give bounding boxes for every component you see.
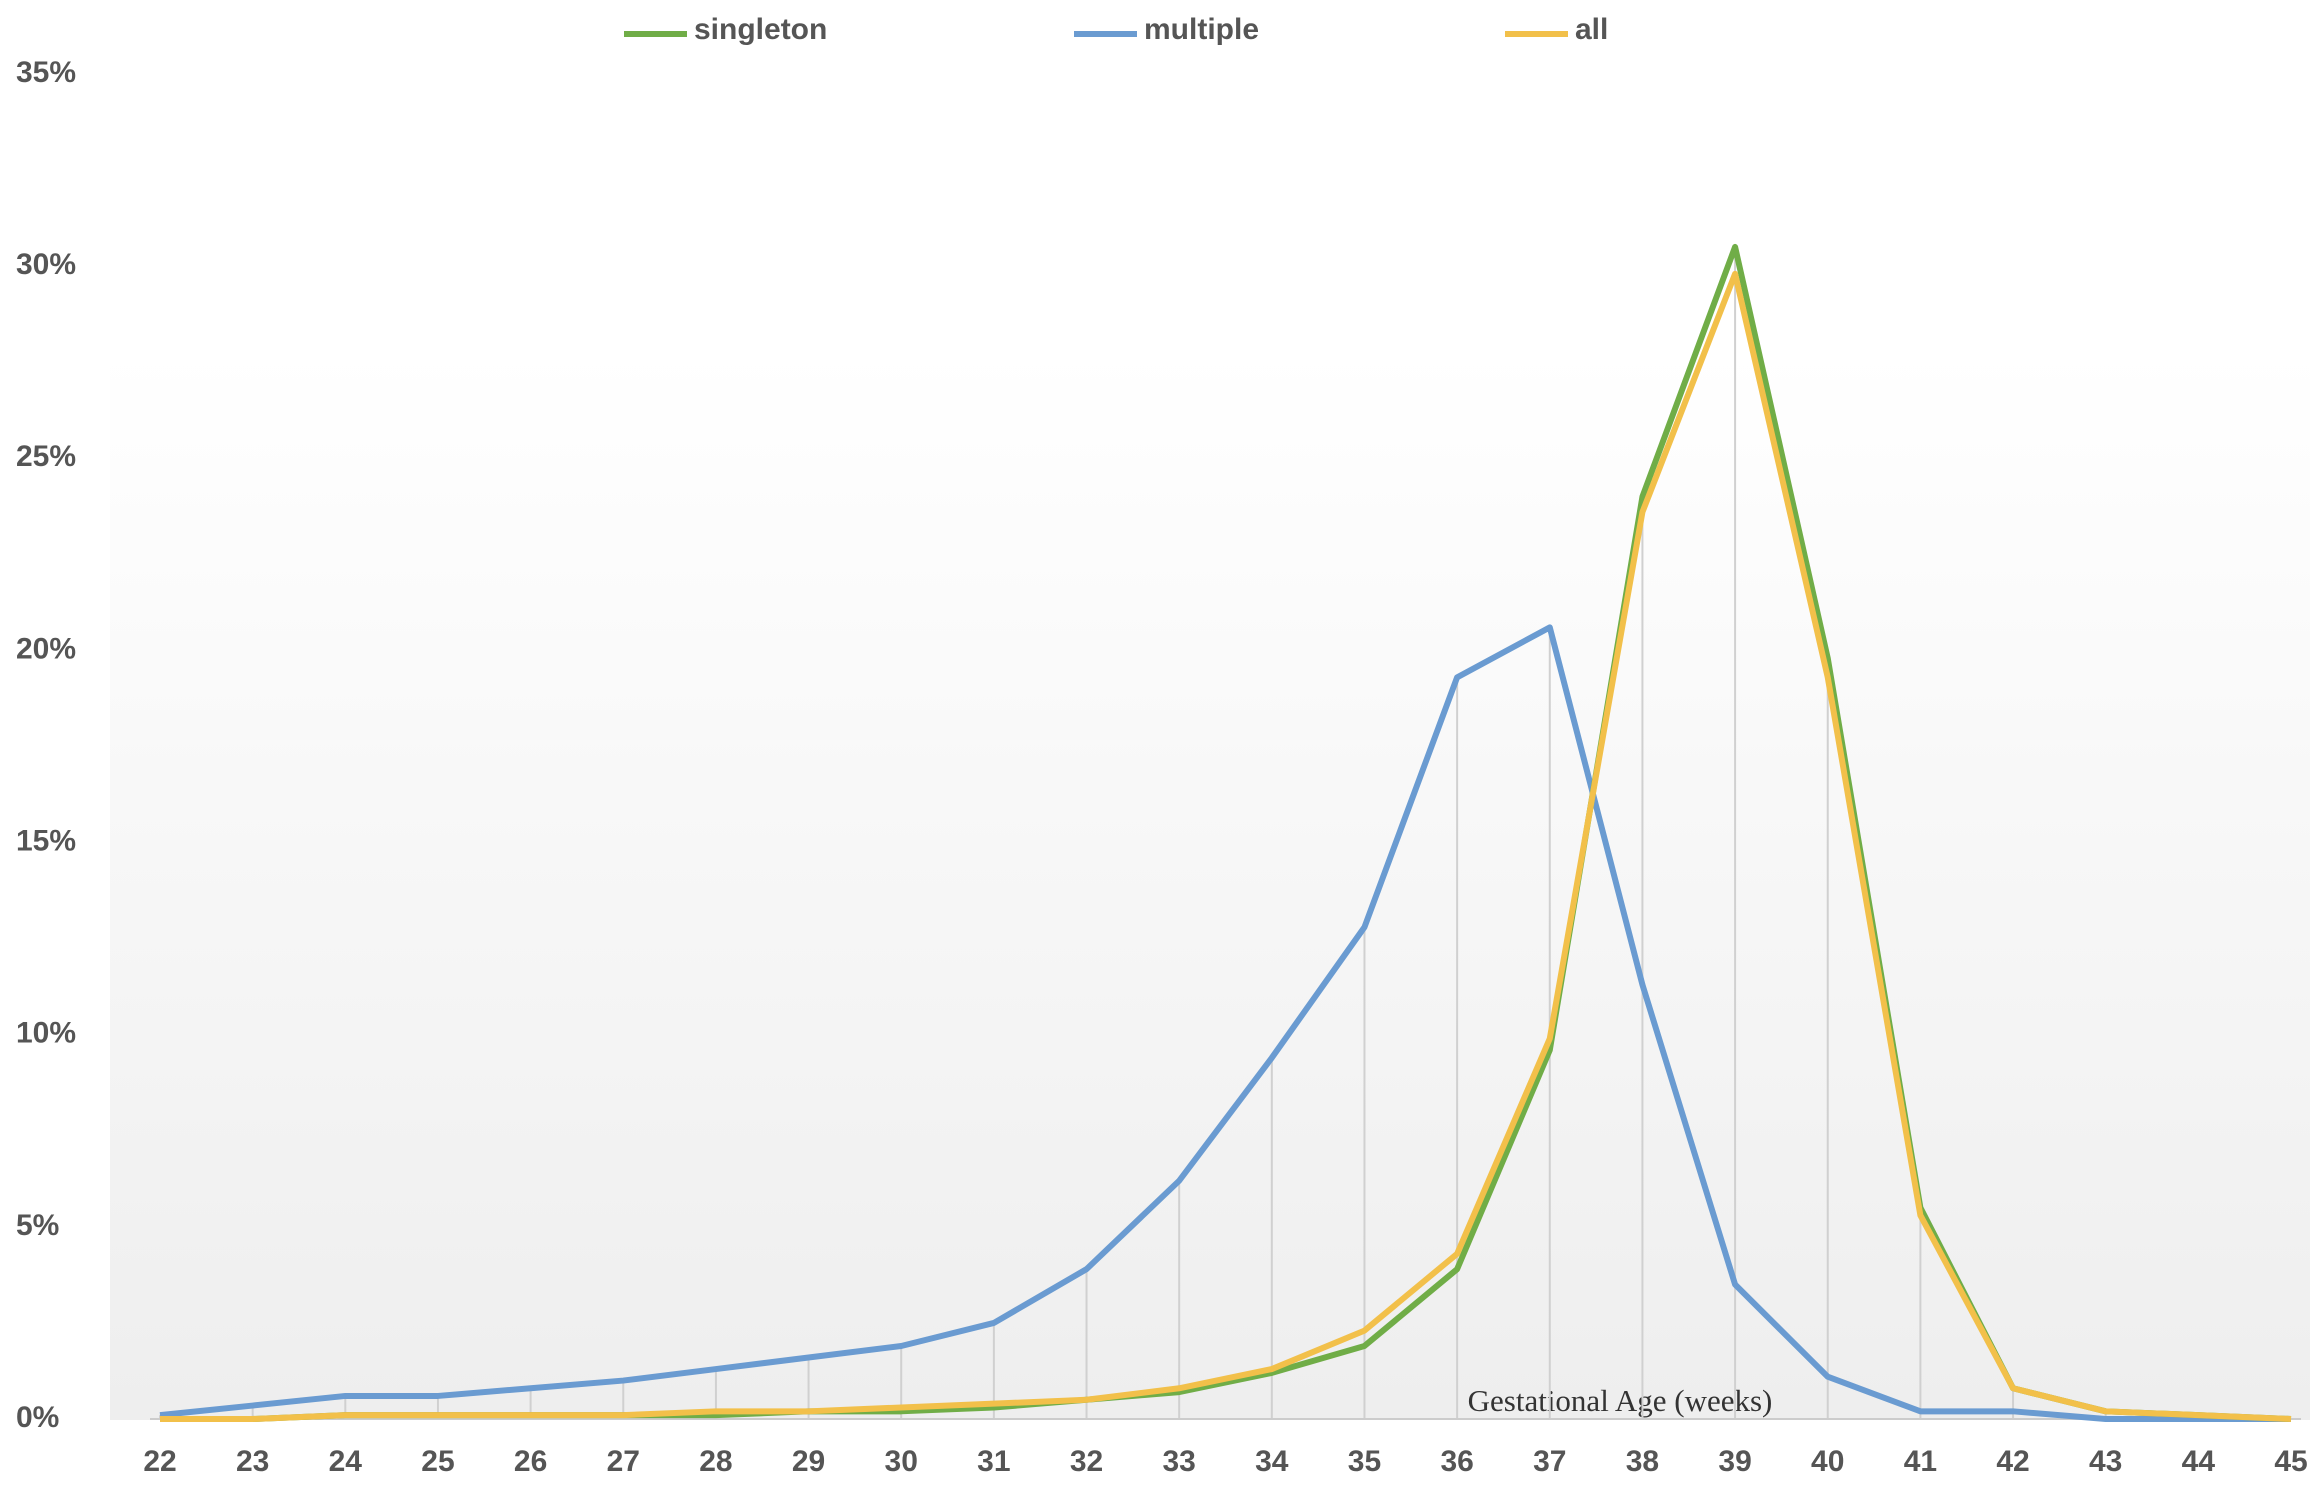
x-tick-label: 33 xyxy=(1162,1445,1195,1478)
x-tick-label: 29 xyxy=(792,1445,825,1478)
x-tick-label: 32 xyxy=(1070,1445,1103,1478)
x-tick-label: 25 xyxy=(421,1445,454,1478)
plot-background xyxy=(110,350,2310,1420)
x-tick-label: 41 xyxy=(1904,1445,1937,1478)
legend-label: all xyxy=(1575,13,1608,46)
series-line xyxy=(160,270,2292,1422)
x-tick-label: 22 xyxy=(143,1445,176,1478)
y-tick-label: 5% xyxy=(16,1209,59,1242)
x-tick-label: 44 xyxy=(2182,1445,2216,1478)
x-tick-label: 24 xyxy=(329,1445,363,1478)
x-tick-label: 39 xyxy=(1718,1445,1751,1478)
x-tick-label: 27 xyxy=(607,1445,640,1478)
legend-label: multiple xyxy=(1144,13,1259,46)
y-tick-label: 30% xyxy=(16,248,76,281)
x-tick-label: 28 xyxy=(699,1445,732,1478)
x-tick-label: 26 xyxy=(514,1445,547,1478)
series-line xyxy=(159,624,2291,1422)
axis-annotation: Gestational Age (weeks) xyxy=(1468,1383,1773,1418)
y-tick-label: 10% xyxy=(16,1017,76,1050)
x-tick-label: 37 xyxy=(1533,1445,1566,1478)
x-tick-label: 36 xyxy=(1440,1445,1473,1478)
y-tick-label: 15% xyxy=(16,824,76,857)
y-tick-label: 0% xyxy=(16,1401,59,1434)
y-tick-label: 20% xyxy=(16,632,76,665)
x-tick-label: 45 xyxy=(2274,1445,2307,1478)
x-tick-label: 42 xyxy=(1996,1445,2029,1478)
x-tick-label: 43 xyxy=(2089,1445,2122,1478)
y-tick-label: 35% xyxy=(16,56,76,89)
x-tick-label: 34 xyxy=(1255,1445,1289,1478)
x-tick-label: 38 xyxy=(1626,1445,1659,1478)
y-tick-label: 25% xyxy=(16,440,76,473)
legend-label: singleton xyxy=(694,13,827,46)
x-tick-label: 30 xyxy=(885,1445,918,1478)
x-tick-label: 23 xyxy=(236,1445,269,1478)
x-tick-label: 40 xyxy=(1811,1445,1844,1478)
x-tick-label: 35 xyxy=(1348,1445,1381,1478)
x-tick-label: 31 xyxy=(977,1445,1010,1478)
